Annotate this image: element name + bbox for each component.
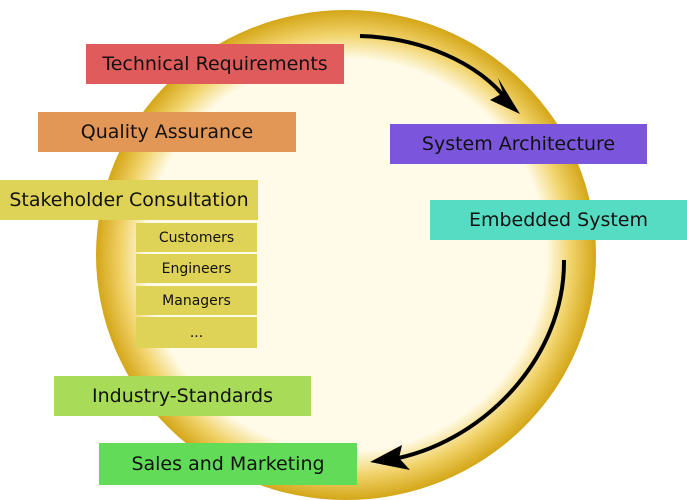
box-industry-standards: Industry-Standards (54, 376, 311, 416)
box-stakeholder-consultation-label: Stakeholder Consultation (9, 189, 249, 211)
cycle-arrowhead-top (490, 78, 520, 114)
box-technical-requirements: Technical Requirements (86, 44, 344, 84)
box-industry-standards-label: Industry-Standards (91, 385, 273, 407)
cycle-arrowhead-bottom (370, 445, 410, 470)
subbox-engineers-label: Engineers (161, 260, 232, 277)
box-quality-assurance-label: Quality Assurance (80, 121, 254, 143)
subbox-engineers: Engineers (136, 254, 257, 283)
box-system-architecture-label: System Architecture (421, 133, 616, 155)
cycle-arrow-bottom (387, 259, 567, 462)
box-stakeholder-consultation: Stakeholder Consultation (0, 180, 258, 220)
subbox-managers: Managers (136, 286, 257, 315)
subbox-more: ... (136, 317, 257, 348)
subbox-customers: Customers (136, 223, 257, 252)
box-system-architecture: System Architecture (390, 124, 647, 164)
box-embedded-system-label: Embedded System (468, 209, 649, 231)
box-embedded-system: Embedded System (430, 200, 687, 240)
box-technical-requirements-label: Technical Requirements (102, 53, 328, 75)
box-sales-and-marketing-label: Sales and Marketing (131, 453, 325, 475)
box-sales-and-marketing: Sales and Marketing (99, 443, 357, 485)
box-quality-assurance: Quality Assurance (38, 112, 296, 152)
subbox-more-label: ... (189, 324, 204, 341)
subbox-managers-label: Managers (162, 292, 231, 309)
subbox-customers-label: Customers (158, 229, 235, 246)
